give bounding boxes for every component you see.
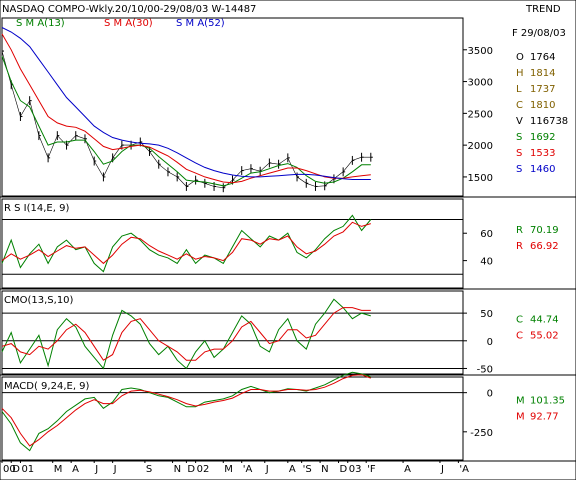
panel-frame: [1, 198, 464, 289]
x-tick-label: 'A: [459, 464, 469, 475]
value-label-number: 66.92: [530, 241, 559, 252]
x-tick-label: J: [265, 464, 269, 475]
x-tick-label: J: [113, 464, 117, 475]
y-tick-label: -50: [477, 364, 493, 375]
info-value: 1814: [530, 68, 555, 79]
panel-label: CMO(13,S,10): [4, 295, 74, 306]
info-value: 1533: [530, 148, 555, 159]
panel-4: MACD( 9,24,E, 9) -250 0 M 101.35 M 92.77: [0, 371, 576, 462]
x-tick-label: 03: [349, 464, 362, 475]
x-tick-label: D: [340, 464, 348, 475]
x-tick-label: 01: [21, 464, 34, 475]
x-tick-label: A: [72, 464, 79, 475]
info-key: S: [516, 148, 522, 159]
x-tick-label: D: [12, 464, 20, 475]
info-value: 1810: [530, 100, 555, 111]
value-label-key: M: [516, 412, 525, 423]
info-value: 1460: [530, 164, 555, 175]
series-line-1-3: [1, 27, 371, 180]
info-value: 1764: [530, 52, 555, 63]
x-tick-label: 02: [197, 464, 210, 475]
legend-item-sma-3: S M A(52): [176, 18, 225, 29]
panel-label: R S I(14,E, 9): [4, 203, 69, 214]
legend: S M A(13) S M A(30) S M A(52): [16, 18, 225, 29]
x-tick-label: J: [94, 464, 98, 475]
x-tick-label: D: [187, 464, 195, 475]
series-line-2-2: [1, 221, 371, 265]
x-tick-label: 'S: [303, 464, 312, 475]
panel-frame: [1, 290, 464, 375]
panel-label: MACD( 9,24,E, 9): [4, 381, 90, 392]
series-line-3-2: [1, 307, 371, 361]
x-tick-label: 00: [3, 464, 16, 475]
series-line-3-1: [1, 298, 371, 370]
value-label-number: 55.02: [530, 331, 559, 342]
y-tick-label: 0: [487, 337, 493, 348]
info-key: V: [516, 116, 523, 127]
value-label-number: 101.35: [530, 396, 565, 407]
info-key: H: [516, 68, 524, 79]
info-value: 116738: [530, 116, 568, 127]
y-tick-label: 60: [480, 229, 493, 240]
x-tick-label: 'A: [243, 464, 253, 475]
x-tick-label: N: [321, 464, 328, 475]
y-tick-label: 3000: [468, 78, 493, 89]
x-tick-label: N: [174, 464, 181, 475]
info-key: O: [516, 52, 524, 63]
chart-panels: 1500 2000 2500 3000 3500 R S I(14,E, 9) 40 60 R 7…: [0, 17, 576, 462]
legend-item-sma-2: S M A(30): [104, 18, 153, 29]
y-tick-label: 50: [480, 309, 493, 320]
panel-3: CMO(13,S,10) -50 0 50 C 44.74 C 55.02: [0, 290, 576, 376]
panel-frame: [1, 376, 464, 461]
info-key: S: [516, 164, 522, 175]
value-label-number: 44.74: [530, 315, 559, 326]
value-label-number: 92.77: [530, 412, 559, 423]
info-date: F 29/08/03: [512, 28, 566, 39]
x-tick-label: M: [224, 464, 233, 475]
info-value: 1737: [530, 84, 555, 95]
x-tick-label: 'F: [367, 464, 376, 475]
info-panel: F 29/08/03 O 1764 H 1814 L 1737 C 1810 V 116738 S 16…: [512, 28, 568, 175]
panel-1: 1500 2000 2500 3000 3500: [0, 17, 576, 198]
value-label-key: R: [516, 225, 523, 236]
info-key: L: [516, 84, 522, 95]
y-tick-label: 3500: [468, 46, 493, 57]
value-label-key: C: [516, 315, 523, 326]
panel-frame: [1, 17, 464, 197]
y-tick-label: -250: [470, 428, 493, 439]
chart-title: NASDAQ COMPO-Wkly.20/10/00-29/08/03 W-14…: [2, 4, 256, 15]
value-label-key: C: [516, 331, 523, 342]
series-line-4-2: [1, 374, 371, 447]
x-tick-label: M: [54, 464, 63, 475]
value-label-key: M: [516, 396, 525, 407]
x-axis: 00D 01 M A J J S N D 02 M 'A J A 'S N D 03 'F A J 'A: [1, 460, 469, 475]
x-tick-label: A: [404, 464, 411, 475]
series-line-1-2: [1, 33, 371, 184]
series-line-1-1: [1, 55, 371, 187]
series-line-2-1: [1, 214, 372, 273]
trend-label: TREND: [525, 4, 561, 15]
y-tick-label: 2500: [468, 109, 493, 120]
value-label-number: 70.19: [530, 225, 559, 236]
info-value: 1692: [530, 132, 555, 143]
chart-header: NASDAQ COMPO-Wkly.20/10/00-29/08/03 W-14…: [2, 4, 561, 15]
x-tick-label: S: [146, 464, 152, 475]
value-label-key: R: [516, 241, 523, 252]
legend-item-sma-1: S M A(13): [16, 18, 65, 29]
info-key: S: [516, 132, 522, 143]
y-tick-label: 0: [487, 389, 493, 400]
x-tick-label: J: [440, 464, 444, 475]
x-tick-label: A: [289, 464, 296, 475]
y-tick-label: 2000: [468, 141, 493, 152]
info-key: C: [516, 100, 523, 111]
y-tick-label: 1500: [468, 173, 493, 184]
y-tick-label: 40: [480, 257, 493, 268]
panel-2: R S I(14,E, 9) 40 60 R 70.19 R 66.92: [0, 198, 576, 290]
